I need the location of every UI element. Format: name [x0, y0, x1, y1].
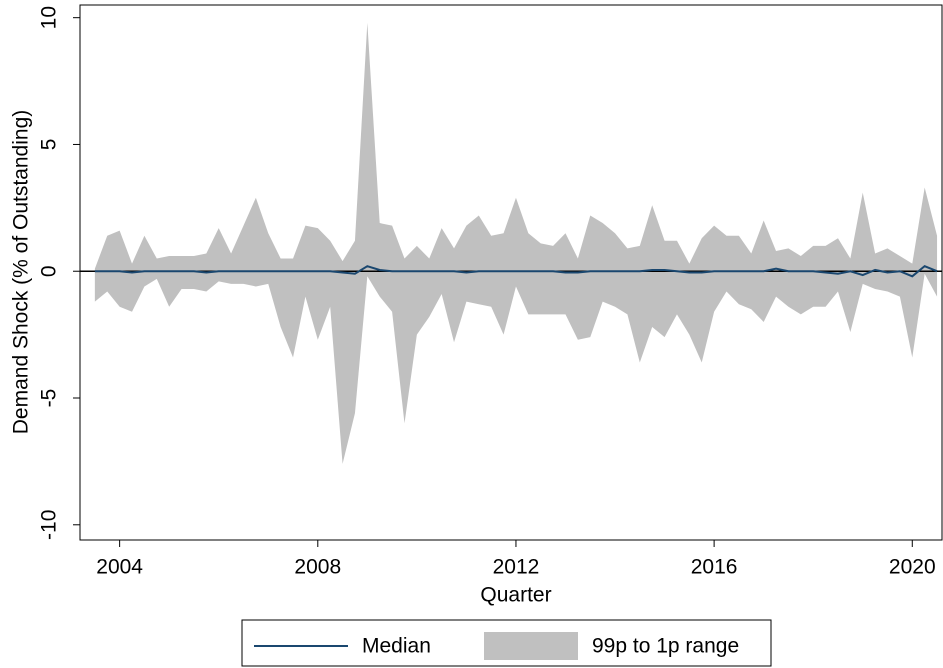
y-tick-label: 10 [38, 6, 61, 29]
x-axis-title: Quarter [480, 584, 551, 607]
y-axis-title: Demand Shock (% of Outstanding) [10, 110, 33, 435]
legend-label: Median [362, 635, 431, 658]
x-tick-label: 2004 [96, 556, 143, 579]
plot-area [80, 22, 942, 464]
legend: Median 99p to 1p range [241, 619, 772, 667]
y-tick-label: -10 [38, 510, 61, 540]
y-tick-label: 5 [38, 139, 61, 151]
y-tick-label: -5 [38, 389, 61, 408]
legend-label: 99p to 1p range [592, 635, 739, 658]
x-tick-label: 2016 [691, 556, 738, 579]
range-band [94, 22, 938, 464]
x-tick-label: 2012 [493, 556, 540, 579]
x-tick-label: 2020 [889, 556, 936, 579]
plot-frame [79, 4, 943, 541]
median-line [94, 265, 938, 278]
legend-swatch [484, 632, 578, 660]
x-tick-label: 2008 [294, 556, 341, 579]
y-tick-label: 0 [38, 265, 61, 277]
